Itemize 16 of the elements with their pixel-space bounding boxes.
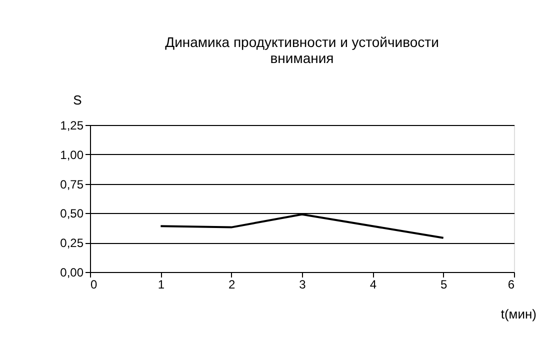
x-tick-label: 4	[370, 278, 377, 292]
x-tick-label: 3	[299, 278, 306, 292]
x-tick-label: 5	[440, 278, 448, 292]
y-tick-label: 0,25	[60, 236, 84, 250]
y-tick-label: 1,00	[60, 148, 84, 162]
x-tick-label: 6	[508, 278, 515, 292]
y-tick-label: 0,50	[60, 206, 84, 221]
y-tick-label: 0,00	[60, 266, 84, 280]
x-tick-label: 0	[90, 278, 98, 292]
y-axis-title: S	[73, 92, 82, 108]
chart-title: Динамика продуктивности и устойчивости внимания	[165, 34, 439, 66]
x-tick-label: 1	[158, 278, 165, 292]
x-tick-label: 2	[228, 278, 236, 292]
x-axis-title: t(мин)	[500, 306, 536, 322]
y-tick-label: 0,75	[60, 177, 84, 192]
y-tick-label: 1,25	[60, 118, 84, 132]
